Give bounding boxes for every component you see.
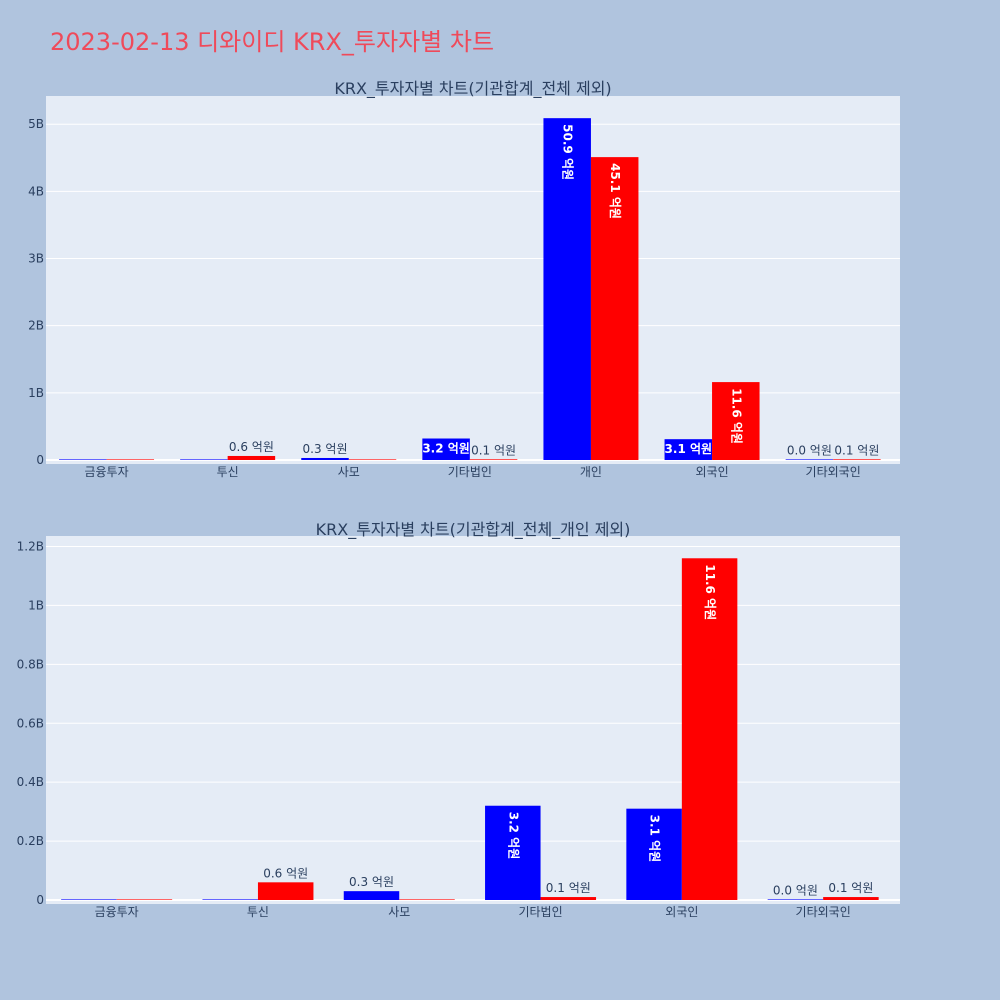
bar-value-label: 0.1 억원 bbox=[834, 443, 879, 457]
bar-value-label: 3.1 억원 bbox=[665, 442, 713, 456]
chart-2: KRX_투자자별 차트(기관합계_전체_개인 제외) 0 0.2B 0.4B 0.6B 0… bbox=[17, 520, 900, 919]
bar-value-label: 0.3 억원 bbox=[349, 875, 394, 889]
y-tick-label: 0 bbox=[36, 893, 44, 907]
x-tick-label: 외국인 bbox=[665, 905, 698, 919]
bar bbox=[543, 118, 591, 460]
x-tick-label: 금융투자 bbox=[95, 905, 139, 919]
x-tick-label: 사모 bbox=[338, 465, 360, 479]
bar bbox=[540, 897, 597, 900]
bar-value-label: 11.6 억원 bbox=[703, 564, 717, 620]
bar bbox=[767, 899, 824, 900]
bar bbox=[116, 899, 173, 900]
bar-value-label: 0.0 억원 bbox=[787, 443, 832, 457]
bar-value-label: 3.2 억원 bbox=[422, 442, 470, 456]
plot-area bbox=[46, 96, 900, 464]
y-tick-label: 0.2B bbox=[17, 834, 44, 848]
bar bbox=[399, 899, 455, 900]
x-tick-label: 투신 bbox=[247, 905, 269, 919]
chart-1: KRX_투자자별 차트(기관합계_전체 제외) 0 1B 2B 3B 4B 5B 금융투자 투신… bbox=[28, 79, 900, 479]
bar-value-label: 3.1 억원 bbox=[648, 815, 662, 863]
bar-value-label: 45.1 억원 bbox=[608, 163, 622, 219]
y-tick-label: 1B bbox=[28, 598, 44, 612]
bar-value-label: 0.6 억원 bbox=[263, 866, 308, 880]
bar-value-label: 0.1 억원 bbox=[471, 443, 516, 457]
bar-value-label: 3.2 억원 bbox=[506, 812, 520, 860]
bar-value-label: 11.6 억원 bbox=[729, 388, 743, 444]
bar bbox=[823, 897, 879, 900]
bar bbox=[785, 459, 834, 460]
bar-value-label: 0.1 억원 bbox=[828, 881, 873, 895]
bar bbox=[301, 457, 349, 460]
y-tick-label: 4B bbox=[28, 184, 44, 198]
bar bbox=[469, 459, 518, 460]
y-tick-label: 3B bbox=[28, 252, 44, 266]
y-tick-label: 0.6B bbox=[17, 716, 44, 730]
bar-value-label: 0.0 억원 bbox=[773, 883, 818, 897]
bar-value-label: 0.6 억원 bbox=[229, 440, 274, 454]
bar-value-label: 0.1 억원 bbox=[546, 881, 591, 895]
bar-value-label: 50.9 억원 bbox=[561, 124, 575, 180]
plot-area bbox=[46, 536, 900, 904]
y-tick-label: 2B bbox=[28, 319, 44, 333]
bar bbox=[422, 438, 470, 460]
x-tick-label: 외국인 bbox=[695, 465, 728, 479]
y-tick-label: 5B bbox=[28, 117, 44, 131]
x-tick-label: 기타외국인 bbox=[796, 905, 851, 919]
bar bbox=[202, 899, 258, 900]
bar bbox=[485, 805, 541, 900]
x-tick-label: 사모 bbox=[388, 905, 410, 919]
page-title: 2023-02-13 디와이디 KRX_투자자별 차트 bbox=[50, 28, 495, 56]
bar bbox=[681, 558, 738, 900]
bar bbox=[257, 882, 314, 900]
y-tick-label: 0.4B bbox=[17, 775, 44, 789]
bar bbox=[712, 382, 760, 460]
x-tick-label: 개인 bbox=[580, 465, 602, 479]
x-tick-label: 기타법인 bbox=[518, 905, 562, 919]
bar bbox=[664, 439, 713, 460]
bar bbox=[343, 891, 400, 900]
chart-title: KRX_투자자별 차트(기관합계_전체 제외) bbox=[334, 79, 611, 99]
bar bbox=[61, 899, 117, 900]
bar bbox=[227, 455, 276, 460]
y-tick-label: 0 bbox=[36, 453, 44, 467]
x-tick-label: 기타외국인 bbox=[806, 465, 861, 479]
bar bbox=[590, 157, 639, 460]
bar-value-label: 0.3 억원 bbox=[303, 442, 348, 456]
bar bbox=[348, 459, 397, 460]
x-tick-label: 금융투자 bbox=[84, 465, 128, 479]
bar bbox=[626, 808, 682, 900]
chart-title: KRX_투자자별 차트(기관합계_전체_개인 제외) bbox=[316, 520, 631, 540]
y-tick-label: 0.8B bbox=[17, 657, 44, 671]
bar bbox=[180, 459, 228, 460]
bar bbox=[106, 459, 155, 460]
x-tick-label: 투신 bbox=[217, 465, 239, 479]
bar bbox=[833, 459, 881, 460]
y-tick-label: 1.2B bbox=[17, 540, 44, 554]
x-tick-label: 기타법인 bbox=[448, 465, 492, 479]
bar bbox=[59, 459, 107, 460]
y-tick-label: 1B bbox=[28, 386, 44, 400]
